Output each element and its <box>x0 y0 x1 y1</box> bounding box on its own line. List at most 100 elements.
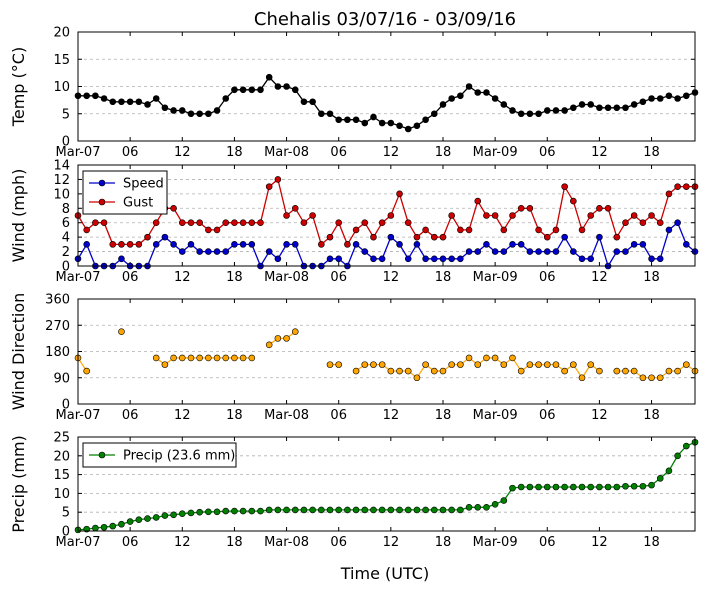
data-point <box>543 107 551 114</box>
x-tick-label: Mar-09 <box>473 145 518 160</box>
data-point <box>83 92 90 100</box>
data-point <box>587 101 595 108</box>
data-point <box>413 241 421 248</box>
data-point <box>509 212 516 219</box>
x-tick-label: 12 <box>174 408 191 423</box>
data-point <box>248 219 256 227</box>
data-point <box>639 241 647 248</box>
data-point <box>570 483 577 491</box>
x-tick-label: Mar-08 <box>264 535 309 550</box>
data-point <box>170 511 177 519</box>
y-tick-label: 270 <box>45 319 70 334</box>
x-tick-label: 06 <box>330 408 347 423</box>
data-point <box>570 361 577 368</box>
plot-frame <box>77 164 696 267</box>
legend: Precip (23.6 mm) <box>82 442 237 468</box>
data-point <box>222 354 230 362</box>
data-point <box>126 241 134 248</box>
data-point <box>213 354 221 362</box>
data-point <box>448 361 455 368</box>
x-tick-label: 06 <box>539 408 556 423</box>
data-point <box>291 506 299 514</box>
data-point <box>509 107 516 114</box>
x-tick-label: 12 <box>591 145 608 160</box>
data-point <box>326 110 334 118</box>
data-point <box>300 219 308 227</box>
x-tick-label: 12 <box>591 535 608 550</box>
data-point <box>344 241 351 248</box>
legend-label: Precip (23.6 mm) <box>123 449 235 464</box>
data-point <box>404 367 412 375</box>
data-point <box>526 110 534 118</box>
data-point <box>483 89 490 96</box>
x-tick-label: 18 <box>643 270 660 285</box>
x-tick-label: Mar-09 <box>473 535 518 550</box>
data-point <box>335 255 343 263</box>
data-point <box>413 122 421 130</box>
data-point <box>604 104 612 112</box>
data-point <box>430 367 438 375</box>
data-point <box>552 248 560 255</box>
data-point <box>413 506 421 514</box>
y-tick-label: 0 <box>62 525 70 540</box>
x-tick-label: Mar-09 <box>473 408 518 423</box>
data-point <box>570 248 577 255</box>
data-point <box>213 248 221 255</box>
legend-label: Gust <box>123 196 153 211</box>
x-tick-label: 18 <box>226 270 243 285</box>
data-point <box>596 367 603 375</box>
data-point <box>683 241 690 248</box>
data-point <box>213 508 221 516</box>
data-point <box>309 98 316 106</box>
legend-box <box>82 170 168 215</box>
data-point <box>457 92 464 100</box>
data-point <box>318 110 325 118</box>
data-point <box>578 255 586 263</box>
data-point <box>457 506 464 514</box>
data-point <box>404 255 412 263</box>
data-point <box>483 212 490 219</box>
data-point <box>665 226 673 234</box>
data-point <box>535 226 542 234</box>
data-point <box>439 255 447 263</box>
x-tick-label: 06 <box>539 145 556 160</box>
data-point <box>578 101 586 108</box>
legend-marker <box>98 198 106 206</box>
x-tick-label: 06 <box>539 535 556 550</box>
data-point <box>144 233 151 241</box>
x-tick-label: Mar-07 <box>56 408 101 423</box>
data-point <box>274 83 282 90</box>
data-point <box>265 183 273 190</box>
data-point <box>422 255 429 263</box>
data-point <box>596 204 603 212</box>
data-point <box>370 113 377 121</box>
x-tick-label: 18 <box>226 408 243 423</box>
data-point <box>465 83 473 90</box>
data-point <box>648 255 655 263</box>
data-point <box>517 367 525 375</box>
y-tick-label: 180 <box>45 345 70 360</box>
data-point <box>648 374 655 382</box>
series-line <box>77 178 695 246</box>
data-point <box>465 354 473 362</box>
data-point <box>387 119 395 127</box>
data-point <box>526 204 534 212</box>
data-point <box>630 367 638 375</box>
data-point <box>92 219 99 227</box>
data-point <box>274 255 282 263</box>
x-tick-label: 18 <box>435 270 452 285</box>
data-point <box>613 233 621 241</box>
data-point <box>404 506 412 514</box>
data-point <box>439 101 447 108</box>
y-tick-label: 10 <box>53 187 70 202</box>
data-point <box>83 226 90 234</box>
data-point <box>587 483 595 491</box>
data-point <box>352 116 360 124</box>
data-point <box>248 354 256 362</box>
data-point <box>587 212 595 219</box>
data-point <box>543 248 551 255</box>
data-point <box>500 361 508 368</box>
data-point <box>370 361 377 368</box>
data-point <box>309 212 316 219</box>
